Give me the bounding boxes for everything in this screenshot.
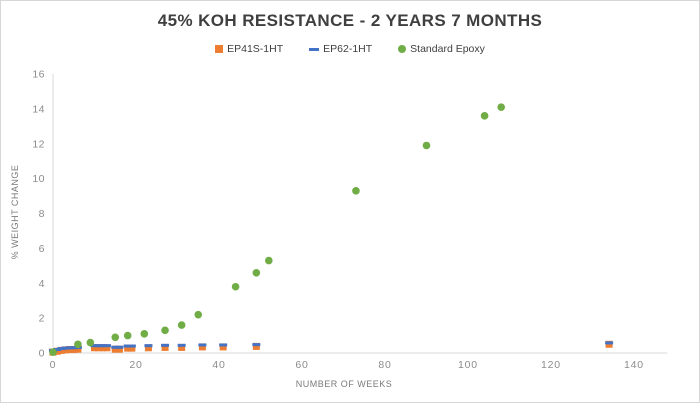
data-point-standard-epoxy <box>161 326 169 335</box>
x-tick-label: 140 <box>624 359 644 371</box>
data-point-ep41s-1ht <box>61 346 69 354</box>
data-point-standard-epoxy <box>86 338 95 347</box>
data-point-standard-epoxy <box>352 187 360 195</box>
data-point-ep62-1ht <box>123 344 132 348</box>
data-point-ep41s-1ht <box>103 344 111 352</box>
data-point-ep41s-1ht <box>111 345 119 353</box>
data-point-ep62-1ht <box>65 346 74 350</box>
data-point-ep41s-1ht <box>178 343 186 351</box>
y-tick-label: 8 <box>39 208 45 220</box>
data-point-ep41s-1ht <box>252 342 260 350</box>
data-point-ep41s-1ht <box>74 345 82 353</box>
y-tick-label: 12 <box>32 138 45 150</box>
legend-item-ep62-1ht: EP62-1HT <box>309 43 372 55</box>
data-point-ep62-1ht <box>219 343 228 347</box>
x-tick-label: 120 <box>541 359 561 371</box>
data-point-ep41s-1ht <box>95 344 103 352</box>
x-tick-label: 40 <box>212 359 225 371</box>
data-point-standard-epoxy <box>74 340 82 349</box>
x-axis-title: NUMBER OF WEEKS <box>295 379 393 389</box>
legend-item-standard-epoxy: Standard Epoxy <box>398 43 485 55</box>
data-point-ep62-1ht <box>161 343 170 347</box>
data-point-ep62-1ht <box>102 344 111 348</box>
data-point-ep41s-1ht <box>99 344 107 352</box>
chart-title: 45% KOH RESISTANCE - 2 YEARS 7 MONTHS <box>157 11 543 30</box>
data-point-ep41s-1ht <box>124 344 132 352</box>
data-point-ep62-1ht <box>69 346 78 350</box>
data-point-ep41s-1ht <box>115 345 123 353</box>
x-tick-label: 0 <box>50 359 57 371</box>
data-point-ep62-1ht <box>144 344 153 348</box>
data-point-standard-epoxy <box>111 333 120 342</box>
data-point-ep41s-1ht <box>70 346 78 354</box>
data-point-ep41s-1ht <box>144 344 152 352</box>
y-tick-label: 4 <box>39 278 45 290</box>
data-point-ep41s-1ht <box>66 346 74 354</box>
legend-label: EP41S-1HT <box>227 43 284 55</box>
data-point-standard-epoxy <box>480 112 489 120</box>
data-point-standard-epoxy <box>252 268 261 277</box>
y-axis-title: % WEIGHT CHANGE <box>10 164 20 260</box>
data-point-standard-epoxy <box>422 141 431 150</box>
data-point-ep41s-1ht <box>57 346 65 354</box>
y-tick-label: 10 <box>32 173 45 185</box>
square-marker-icon <box>215 45 224 53</box>
x-tick-label: 80 <box>378 359 391 371</box>
data-point-standard-epoxy <box>177 321 186 329</box>
y-tick-label: 16 <box>32 69 45 81</box>
y-tick-label: 2 <box>39 313 45 325</box>
data-point-ep41s-1ht <box>219 343 227 351</box>
x-tick-label: 20 <box>129 359 142 371</box>
data-point-standard-epoxy <box>231 282 240 291</box>
data-point-ep62-1ht <box>111 345 120 349</box>
data-point-ep62-1ht <box>127 344 136 348</box>
data-point-ep62-1ht <box>198 343 207 347</box>
data-point-ep62-1ht <box>61 346 70 350</box>
data-point-standard-epoxy <box>140 330 149 338</box>
legend-label: Standard Epoxy <box>410 43 485 55</box>
data-point-standard-epoxy <box>497 103 506 111</box>
chart-legend: EP41S-1HT EP62-1HT Standard Epoxy <box>1 43 699 55</box>
dash-marker-icon <box>309 47 320 51</box>
y-tick-label: 14 <box>32 103 45 115</box>
x-tick-label: 100 <box>458 359 478 371</box>
data-point-ep41s-1ht <box>53 347 61 355</box>
x-tick-label: 60 <box>295 359 308 371</box>
data-point-ep41s-1ht <box>198 343 206 351</box>
circle-marker-icon <box>398 45 407 53</box>
y-tick-label: 0 <box>39 348 45 360</box>
data-point-standard-epoxy <box>194 310 203 319</box>
data-point-ep62-1ht <box>115 345 124 349</box>
y-tick-label: 6 <box>39 243 45 255</box>
data-point-ep62-1ht <box>605 341 614 345</box>
legend-item-ep41s-1ht: EP41S-1HT <box>215 43 283 55</box>
data-point-ep62-1ht <box>94 344 103 348</box>
data-point-ep41s-1ht <box>161 343 169 351</box>
data-point-ep62-1ht <box>90 344 99 348</box>
data-point-ep62-1ht <box>53 348 62 352</box>
data-point-ep62-1ht <box>177 343 186 347</box>
legend-label: EP62-1HT <box>323 43 373 55</box>
data-point-ep41s-1ht <box>91 344 98 352</box>
data-point-standard-epoxy <box>265 256 273 265</box>
data-point-ep41s-1ht <box>128 344 136 352</box>
data-point-ep62-1ht <box>57 347 66 351</box>
data-point-standard-epoxy <box>123 331 132 340</box>
data-point-standard-epoxy <box>49 348 57 356</box>
data-point-ep62-1ht <box>252 343 261 347</box>
data-point-ep62-1ht <box>98 344 107 348</box>
